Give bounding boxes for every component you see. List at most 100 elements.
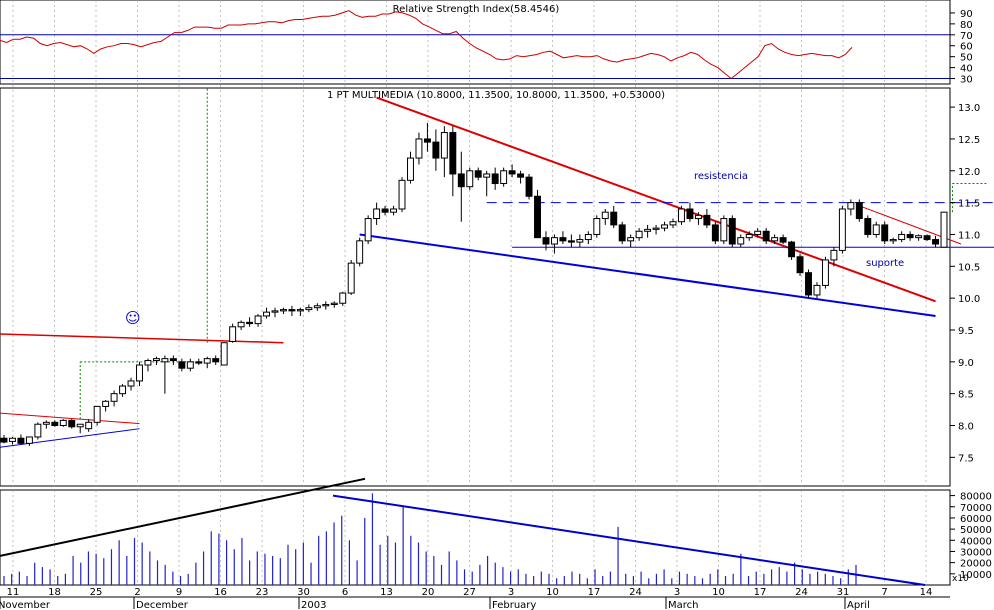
axis-layer: 11 18 25 2 9 16 23 30 6 13 20 27 3 10 17 24 3 10 17 24 31 7 14… (0, 9, 992, 610)
x-tick-label: 9 (176, 587, 182, 598)
candle-body (745, 233, 753, 239)
candle-body (534, 195, 541, 239)
candle-body (881, 224, 889, 242)
candle-body (898, 233, 906, 241)
candle-body (9, 437, 16, 442)
candle-body (652, 227, 660, 230)
volume-unit-label: x10 (952, 574, 969, 584)
x-tick-label: 7 (881, 587, 887, 598)
candle-body (576, 239, 584, 243)
candle-body (703, 214, 711, 226)
candle-body (398, 179, 406, 210)
x-tick-label: 17 (754, 587, 767, 598)
resistance-label: resistencia (694, 171, 748, 182)
candle-body (85, 421, 93, 430)
volume-panel (0, 489, 951, 586)
candle-body (119, 385, 127, 395)
price-y-tick-label: 7.5 (958, 453, 974, 464)
candle-body (737, 237, 745, 245)
candle-body (542, 237, 550, 245)
candle-body (136, 364, 143, 382)
volume-blue-trend (332, 494, 926, 586)
candle-body (754, 230, 762, 235)
volume-y-tick-label: 40000 (960, 536, 992, 547)
volume-y-tick-label: 10000 (960, 570, 992, 581)
candle-body (0, 437, 8, 443)
candle-body (788, 241, 796, 258)
candle-body (161, 358, 169, 363)
candle-body (356, 240, 364, 264)
candle-body (813, 284, 821, 296)
blue-support-trend (359, 233, 936, 317)
price-y-tick-label: 9.5 (958, 326, 974, 337)
candle-body (457, 173, 465, 188)
candle-body (186, 361, 194, 369)
price-y-tick-label: 12.5 (958, 135, 980, 146)
x-tick-label: 24 (795, 587, 808, 598)
candle-body (364, 218, 372, 242)
x-tick-label: 11 (7, 587, 20, 598)
month-label: December (136, 600, 189, 610)
price-y-tick-label: 10.0 (958, 294, 980, 305)
candle-body (110, 393, 118, 402)
candle-body (593, 218, 601, 235)
candle-body (407, 157, 414, 181)
candle-body (483, 173, 491, 178)
price-y-tick-label: 12.0 (958, 167, 980, 178)
x-tick-label: 20 (422, 587, 435, 598)
candle-body (940, 211, 948, 248)
candle-body (432, 141, 440, 159)
smiley-icon: ☺ (125, 309, 141, 327)
candle-body (76, 423, 84, 428)
candle-body (34, 423, 42, 438)
candle-body (762, 230, 770, 242)
rsi-title: Relative Strength Index(58.4546) (393, 4, 560, 15)
price-y-tick-label: 11.0 (958, 230, 980, 241)
price-y-tick-label: 10.5 (958, 262, 980, 273)
candle-body (296, 309, 304, 312)
candle-body (694, 214, 702, 220)
candle-body (627, 237, 635, 242)
candle-body (449, 132, 457, 175)
price-y-tick-label: 13.0 (958, 103, 980, 114)
x-tick-label: 14 (920, 587, 933, 598)
candle-body (525, 176, 533, 197)
candle-body (821, 259, 829, 286)
rsi-y-tick-label: 40 (960, 64, 973, 75)
x-tick-label: 31 (837, 587, 850, 598)
candle-body (601, 211, 609, 220)
month-label: March (668, 600, 698, 610)
candle-body (263, 311, 270, 317)
candle-body (127, 380, 135, 387)
rsi-line (0, 10, 853, 80)
candle-body (508, 170, 516, 175)
candle-body (246, 321, 254, 325)
month-label: April (847, 600, 870, 610)
volume-y-tick-label: 30000 (960, 547, 992, 558)
volume-y-tick-label: 50000 (960, 525, 992, 536)
candle-body (559, 237, 567, 242)
candle-body (313, 305, 321, 309)
volume-layer (0, 477, 926, 586)
x-tick-label: 24 (629, 587, 642, 598)
candle-body (195, 361, 203, 364)
rsi-y-tick-label: 90 (960, 9, 973, 20)
candle-body (169, 358, 177, 362)
x-tick-label: 17 (588, 587, 601, 598)
candle-body (42, 421, 50, 425)
candle-body (550, 237, 558, 245)
short-red-trend (0, 412, 140, 425)
price-layer (0, 88, 994, 448)
red-downtrend-line (376, 96, 936, 303)
x-tick-label: 23 (256, 587, 269, 598)
candle-body (855, 202, 863, 220)
candle-body (466, 170, 474, 188)
candle-body (771, 237, 779, 242)
candle-body (906, 233, 914, 239)
candle-body (254, 315, 262, 325)
rsi-y-tick-label: 60 (960, 42, 973, 53)
rsi-y-tick-label: 70 (960, 31, 973, 42)
candle-body (347, 262, 355, 294)
price-panel (0, 87, 951, 487)
candle-body (423, 138, 431, 143)
